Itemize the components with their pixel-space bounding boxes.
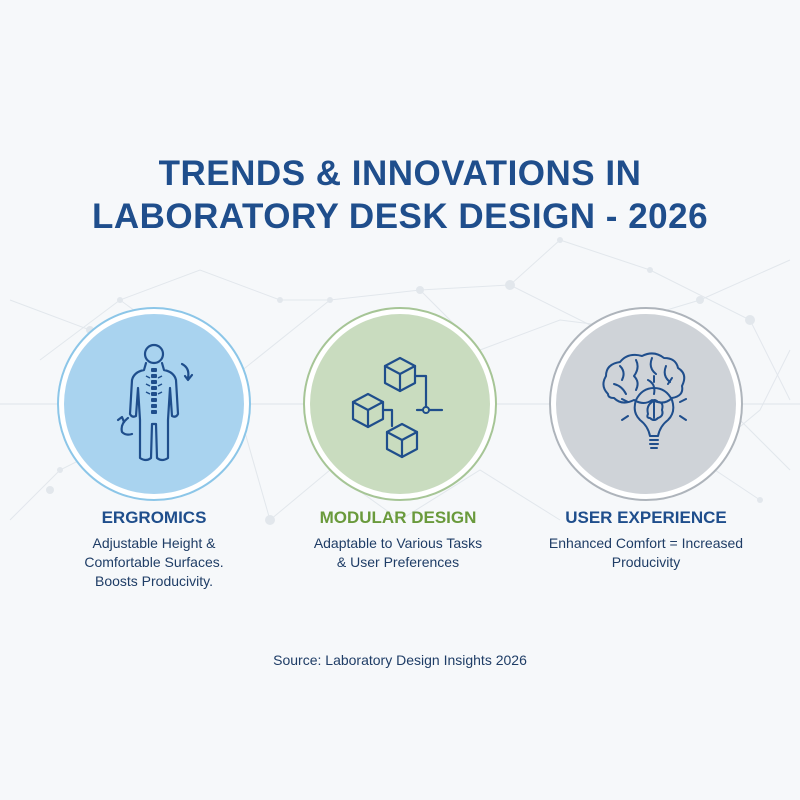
modular-line-1: Adaptable to Various Tasks <box>313 535 483 551</box>
user-experience-line-2: Producivity <box>611 554 681 570</box>
modular-cubes-icon <box>303 307 497 501</box>
user-experience-text: USER EXPERIENCE Enhanced Comfort = Incre… <box>526 508 766 572</box>
ergonomics-text: ERGROMICS Adjustable Height & Comfortabl… <box>34 508 274 591</box>
user-experience-circle <box>548 306 744 502</box>
ergonomics-line-2: Comfortable Surfaces. <box>84 554 224 570</box>
title-line-2: LABORATORY DESK DESIGN - 2026 <box>91 197 709 236</box>
user-experience-line-1: Enhanced Comfort = Increased <box>548 535 744 551</box>
human-body-icon <box>57 307 251 501</box>
modular-heading: MODULAR DESIGN <box>319 508 477 527</box>
ergonomics-circle <box>56 306 252 502</box>
brain-lightbulb-icon <box>549 307 743 501</box>
user-experience-heading: USER EXPERIENCE <box>565 508 727 527</box>
ergonomics-heading: ERGROMICS <box>101 508 207 527</box>
modular-line-2: & User Preferences <box>336 554 460 570</box>
title-line-1: TRENDS & INNOVATIONS IN <box>158 154 642 193</box>
modular-text: MODULAR DESIGN Adaptable to Various Task… <box>278 508 518 572</box>
page-title: TRENDS & INNOVATIONS IN LABORATORY DESK … <box>0 152 800 238</box>
ergonomics-line-3: Boosts Producivity. <box>94 573 213 589</box>
modular-circle <box>302 306 498 502</box>
source-caption: Source: Laboratory Design Insights 2026 <box>273 652 527 668</box>
ergonomics-line-1: Adjustable Height & <box>92 535 216 551</box>
